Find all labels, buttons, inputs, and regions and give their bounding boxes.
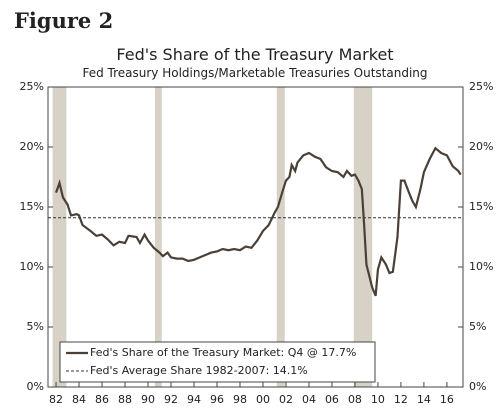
chart-title: Fed's Share of the Treasury Market: [116, 45, 393, 64]
x-tick-label: 94: [187, 393, 201, 406]
recession-shade: [276, 87, 285, 387]
legend-box: [59, 341, 376, 383]
y-tick-label: 20%: [20, 140, 44, 153]
recession-shade: [353, 87, 373, 387]
x-tick-label: 88: [118, 393, 132, 406]
y2-tick-label: 5%: [469, 320, 486, 333]
recession-shade: [52, 87, 67, 387]
y-tick-label: 5%: [27, 320, 44, 333]
recession-shade: [154, 87, 162, 387]
x-tick-label: 14: [417, 393, 431, 406]
legend: Fed's Share of the Treasury Market: Q4 @…: [59, 341, 376, 383]
series-line: [55, 146, 462, 297]
y2-tick-label: 20%: [469, 140, 493, 153]
x-tick-label: 06: [325, 393, 339, 406]
y2-tick-label: 10%: [469, 260, 493, 273]
y-tick-label: 25%: [20, 80, 44, 93]
legend-label: Fed's Share of the Treasury Market: Q4 @…: [90, 346, 356, 359]
x-tick-label: 82: [49, 393, 63, 406]
y-tick-label: 0%: [27, 380, 44, 393]
y2-tick-label: 15%: [469, 200, 493, 213]
plot-area: 0% 0% 5% 5% 10% 10% 15% 15% 20% 20% 25% 25% 82 84 86 88…: [20, 80, 494, 406]
x-tick-label: 02: [279, 393, 293, 406]
y-tick-label: 10%: [20, 260, 44, 273]
y-tick-label: 15%: [20, 200, 44, 213]
x-tick-label: 00: [256, 393, 270, 406]
x-tick-label: 84: [72, 393, 86, 406]
x-tick-label: 10: [371, 393, 385, 406]
y2-tick-label: 25%: [469, 80, 493, 93]
legend-label: Fed's Average Share 1982-2007: 14.1%: [90, 364, 308, 377]
plot-frame: [47, 86, 464, 388]
x-tick-label: 86: [95, 393, 109, 406]
x-tick-label: 98: [233, 393, 247, 406]
x-tick-label: 92: [164, 393, 178, 406]
x-tick-label: 12: [394, 393, 408, 406]
figure-label: Figure 2: [14, 8, 113, 33]
x-tick-label: 08: [348, 393, 362, 406]
x-tick-label: 16: [440, 393, 454, 406]
x-tick-label: 90: [141, 393, 155, 406]
y2-tick-label: 0%: [469, 380, 486, 393]
x-tick-label: 04: [302, 393, 316, 406]
x-tick-label: 96: [210, 393, 224, 406]
chart-subtitle: Fed Treasury Holdings/Marketable Treasur…: [82, 66, 427, 80]
